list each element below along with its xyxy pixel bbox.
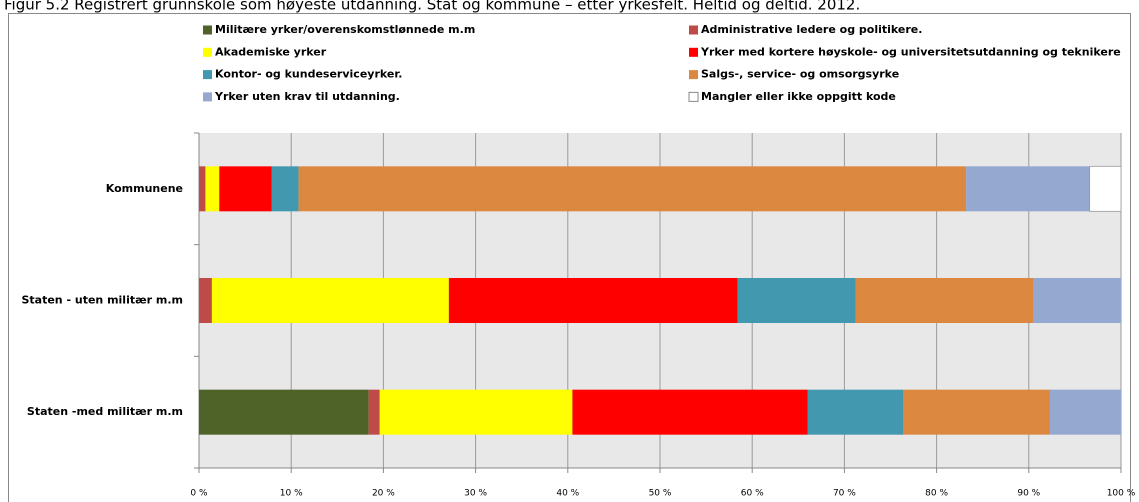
bar-segment xyxy=(807,389,904,435)
bar-segment xyxy=(199,389,369,435)
y-tick-label: Staten -med militær m.m xyxy=(27,405,183,418)
legend-swatch xyxy=(203,25,212,35)
legend-label: Kontor- og kundeserviceyrker. xyxy=(215,68,402,81)
legend-swatch xyxy=(203,47,212,57)
legend-swatch xyxy=(689,47,698,57)
legend-swatch xyxy=(203,70,212,80)
legend-label: Militære yrker/overenskomstlønnede m.m xyxy=(215,23,475,36)
y-tick-label: Staten - uten militær m.m xyxy=(21,294,183,307)
bar-segment xyxy=(199,278,212,323)
bar-segment xyxy=(298,166,967,212)
bar-segment xyxy=(855,278,1034,323)
legend-label: Akademiske yrker xyxy=(215,45,327,58)
bar-segment xyxy=(737,278,856,323)
bar-segment xyxy=(379,389,573,435)
legend-label: Yrker uten krav til utdanning. xyxy=(214,90,400,103)
bar-segment xyxy=(211,278,449,323)
x-tick-label: 60 % xyxy=(741,489,764,499)
y-tick-label: Kommunene xyxy=(106,182,183,195)
bar-segment xyxy=(271,166,299,212)
x-tick-label: 70 % xyxy=(833,489,856,499)
x-tick-label: 10 % xyxy=(280,489,303,499)
legend-swatch xyxy=(689,70,698,80)
legend-swatch xyxy=(689,25,698,35)
bar-segment xyxy=(448,278,738,323)
x-tick-label: 50 % xyxy=(649,489,672,499)
x-tick-label: 40 % xyxy=(556,489,579,499)
bar-segment xyxy=(1033,278,1121,323)
bar-segment xyxy=(1089,165,1122,212)
legend-label: Yrker med kortere høyskole- og universit… xyxy=(700,45,1121,58)
bar-segment xyxy=(966,166,1090,212)
bar-segment xyxy=(903,389,1051,435)
legend-swatch xyxy=(203,92,212,102)
legend-label: Administrative ledere og politikere. xyxy=(701,23,922,36)
x-tick-label: 30 % xyxy=(464,489,487,499)
x-tick-label: 80 % xyxy=(925,489,948,499)
bar-segment xyxy=(199,166,206,212)
bar-segment xyxy=(219,166,272,212)
x-tick-label: 0 % xyxy=(190,489,208,499)
bar-segment xyxy=(572,389,808,435)
legend-label: Mangler eller ikke oppgitt kode xyxy=(701,90,896,103)
legend-swatch xyxy=(688,91,699,102)
x-tick-label: 90 % xyxy=(1017,489,1040,499)
legend-label: Salgs-, service- og omsorgsyrke xyxy=(701,68,899,81)
bar-segment xyxy=(368,389,380,435)
chart-title: Figur 5.2 Registrert grunnskole som høye… xyxy=(4,0,860,14)
x-tick-label: 20 % xyxy=(372,489,395,499)
x-tick-label: 100 % xyxy=(1107,489,1136,499)
bar-segment xyxy=(205,166,220,212)
bar-segment xyxy=(1050,389,1121,435)
